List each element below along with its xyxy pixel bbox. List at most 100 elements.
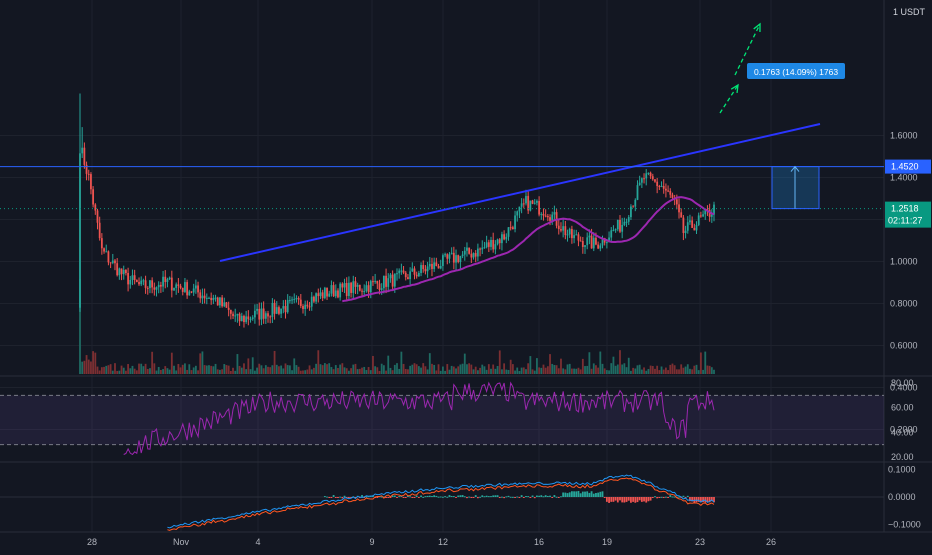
date-tick-2: 4: [255, 537, 260, 547]
candle-body-220: [560, 229, 562, 231]
macd-hist-154: [415, 495, 418, 497]
macd-hist-173: [457, 495, 460, 497]
volume-bar-54: [197, 370, 199, 374]
volume-bar-137: [378, 370, 381, 374]
date-tick-1: Nov: [173, 537, 190, 547]
macd-hist-165: [439, 496, 442, 498]
candle-body-253: [632, 206, 635, 208]
volume-bar-284: [699, 352, 702, 374]
candle-body-256: [638, 182, 641, 186]
macd-hist-259: [645, 497, 648, 503]
volume-bar-102: [302, 370, 304, 374]
macd-hist-172: [455, 497, 457, 498]
volume-bar-141: [387, 355, 390, 374]
price-tick-4: 0.8000: [890, 299, 918, 309]
volume-bar-258: [643, 367, 645, 374]
macd-hist-268: [665, 496, 667, 498]
date-tick-7: 23: [695, 537, 705, 547]
candle-body-50: [188, 291, 191, 296]
volume-bar-113: [326, 364, 328, 374]
volume-bar-26: [135, 370, 138, 374]
price-tick-6: 0.4000: [890, 383, 918, 393]
candle-body-36: [157, 284, 160, 288]
volume-bar-210: [538, 367, 541, 374]
volume-bar-117: [334, 365, 337, 374]
candle-body-105: [308, 306, 311, 308]
macd-hist-269: [667, 497, 669, 498]
candle-body-74: [240, 315, 243, 322]
macd-hist-158: [424, 496, 427, 498]
volume-bar-101: [299, 370, 302, 374]
candle-body-0: [79, 153, 81, 308]
volume-bar-29: [142, 366, 145, 374]
macd-hist-220: [560, 496, 562, 498]
candle-body-227: [575, 234, 578, 236]
candle-body-81: [256, 308, 258, 311]
volume-bar-270: [669, 364, 672, 374]
volume-bar-239: [601, 363, 604, 374]
candle-body-285: [702, 214, 704, 217]
macd-hist-252: [630, 497, 632, 503]
date-tick-8: 26: [766, 537, 776, 547]
candle-body-174: [459, 256, 462, 263]
candle-body-228: [577, 234, 580, 241]
macd-hist-184: [481, 495, 484, 497]
volume-bar-264: [656, 365, 659, 374]
macd-hist-219: [557, 497, 560, 498]
volume-bar-16: [114, 363, 116, 374]
candle-body-46: [179, 285, 182, 288]
macd-hist-261: [649, 497, 652, 501]
macd-hist-214: [546, 495, 549, 497]
macd-hist-264: [656, 497, 659, 499]
candle-body-289: [710, 214, 713, 217]
candle-body-110: [319, 292, 322, 297]
candle-body-57: [203, 295, 206, 299]
candle-body-214: [546, 216, 549, 218]
volume-bar-215: [549, 354, 551, 374]
volume-bar-140: [385, 370, 387, 374]
volume-bar-246: [616, 364, 619, 374]
volume-bar-193: [501, 369, 503, 374]
candle-body-13: [107, 251, 110, 263]
candle-body-201: [518, 206, 521, 212]
candle-body-236: [595, 237, 597, 245]
candle-body-2: [83, 147, 86, 165]
volume-bar-253: [632, 367, 635, 374]
volume-bar-89: [273, 350, 276, 374]
volume-bar-241: [605, 370, 608, 374]
candle-body-263: [654, 179, 656, 182]
volume-bar-59: [208, 365, 210, 374]
volume-bar-164: [437, 364, 440, 374]
volume-bar-14: [109, 364, 112, 374]
currency-label: 1 USDT: [893, 7, 926, 17]
volume-bar-181: [474, 366, 477, 374]
macd-hist-284: [699, 497, 702, 503]
volume-bar-145: [396, 363, 398, 374]
macd-hist-144: [393, 495, 396, 497]
macd-hist-253: [632, 497, 635, 502]
date-tick-3: 9: [369, 537, 374, 547]
drawing-overlays[interactable]: 0.1763 (14.09%) 1763: [0, 22, 884, 303]
rsi-tick-0: 80.00: [891, 378, 914, 388]
volume-bar-61: [212, 366, 215, 374]
candle-body-149: [404, 272, 407, 278]
macd-hist-118: [337, 497, 339, 498]
candle-body-269: [667, 190, 669, 192]
macd-hist-237: [597, 492, 600, 497]
candle-body-186: [485, 242, 488, 248]
macd-hist-176: [463, 496, 466, 498]
macd-hist-145: [396, 497, 398, 498]
candle-body-140: [385, 275, 387, 287]
volume-bar-27: [138, 363, 140, 374]
macd-hist-171: [452, 496, 455, 498]
candle-body-49: [186, 282, 189, 296]
macd-hist-263: [654, 496, 656, 498]
volume-bar-182: [476, 370, 479, 374]
candle-body-247: [619, 219, 621, 232]
volume-bar-212: [542, 364, 545, 374]
volume-bar-157: [422, 363, 425, 374]
candle-body-17: [116, 263, 119, 276]
volume-bar-107: [313, 367, 315, 374]
candle-body-93: [282, 306, 285, 309]
